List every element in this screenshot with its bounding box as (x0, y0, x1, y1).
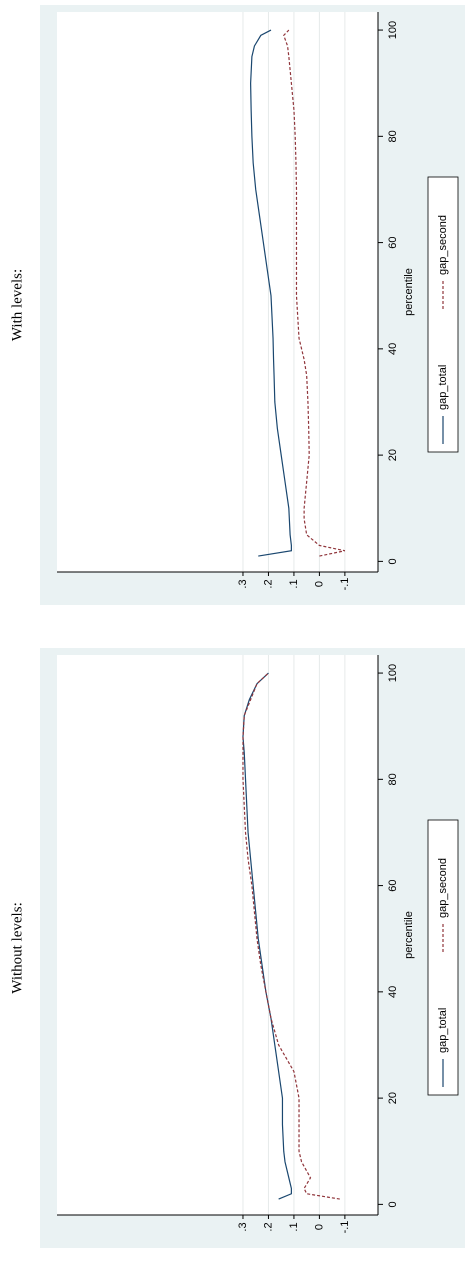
series-line (242, 672, 340, 1200)
chart-title: With levels: (9, 269, 25, 341)
chart: With levels: -.1 0 .1 .2 .3 0 20 40 60 80 100 percen… (9, 5, 465, 605)
y-tick-label: 0 (313, 581, 325, 587)
y-tick-label: .3 (237, 579, 249, 588)
chart: Without levels: -.1 0 .1 .2 .3 0 20 40 60 80 100 per… (9, 648, 465, 1248)
y-tick-label: .2 (262, 1222, 274, 1231)
chart-title: Without levels: (9, 902, 25, 993)
x-tick-label: 100 (387, 664, 399, 682)
plot-region (57, 12, 378, 572)
x-tick-label: 60 (387, 879, 399, 891)
legend-label: gap_total (437, 1008, 449, 1053)
x-tick-label: 100 (387, 21, 399, 39)
y-tick-label: .1 (288, 1222, 300, 1231)
legend-label: gap_second (437, 215, 449, 275)
x-tick-label: 20 (387, 449, 399, 461)
y-tick-label: -.1 (339, 578, 351, 591)
legend (427, 176, 459, 453)
x-tick-label: 80 (387, 130, 399, 142)
x-tick-label: 40 (387, 986, 399, 998)
y-tick-label: .2 (262, 579, 274, 588)
series-line (250, 29, 292, 557)
y-tick-label: -.1 (339, 1221, 351, 1234)
x-tick-label: 0 (387, 558, 399, 564)
plot-region (57, 655, 378, 1215)
y-tick-label: .3 (237, 1222, 249, 1231)
x-tick-label: 0 (387, 1201, 399, 1207)
x-tick-label: 20 (387, 1092, 399, 1104)
x-tick-label: 80 (387, 773, 399, 785)
legend-label: gap_total (437, 365, 449, 410)
y-tick-label: .1 (288, 579, 300, 588)
legend-label: gap_second (437, 858, 449, 918)
x-axis-label: percentile (403, 911, 415, 959)
x-tick-label: 60 (387, 236, 399, 248)
series-line (283, 29, 346, 557)
x-tick-label: 40 (387, 343, 399, 355)
x-axis-label: percentile (403, 268, 415, 316)
legend (427, 819, 459, 1096)
y-tick-label: 0 (313, 1224, 325, 1230)
